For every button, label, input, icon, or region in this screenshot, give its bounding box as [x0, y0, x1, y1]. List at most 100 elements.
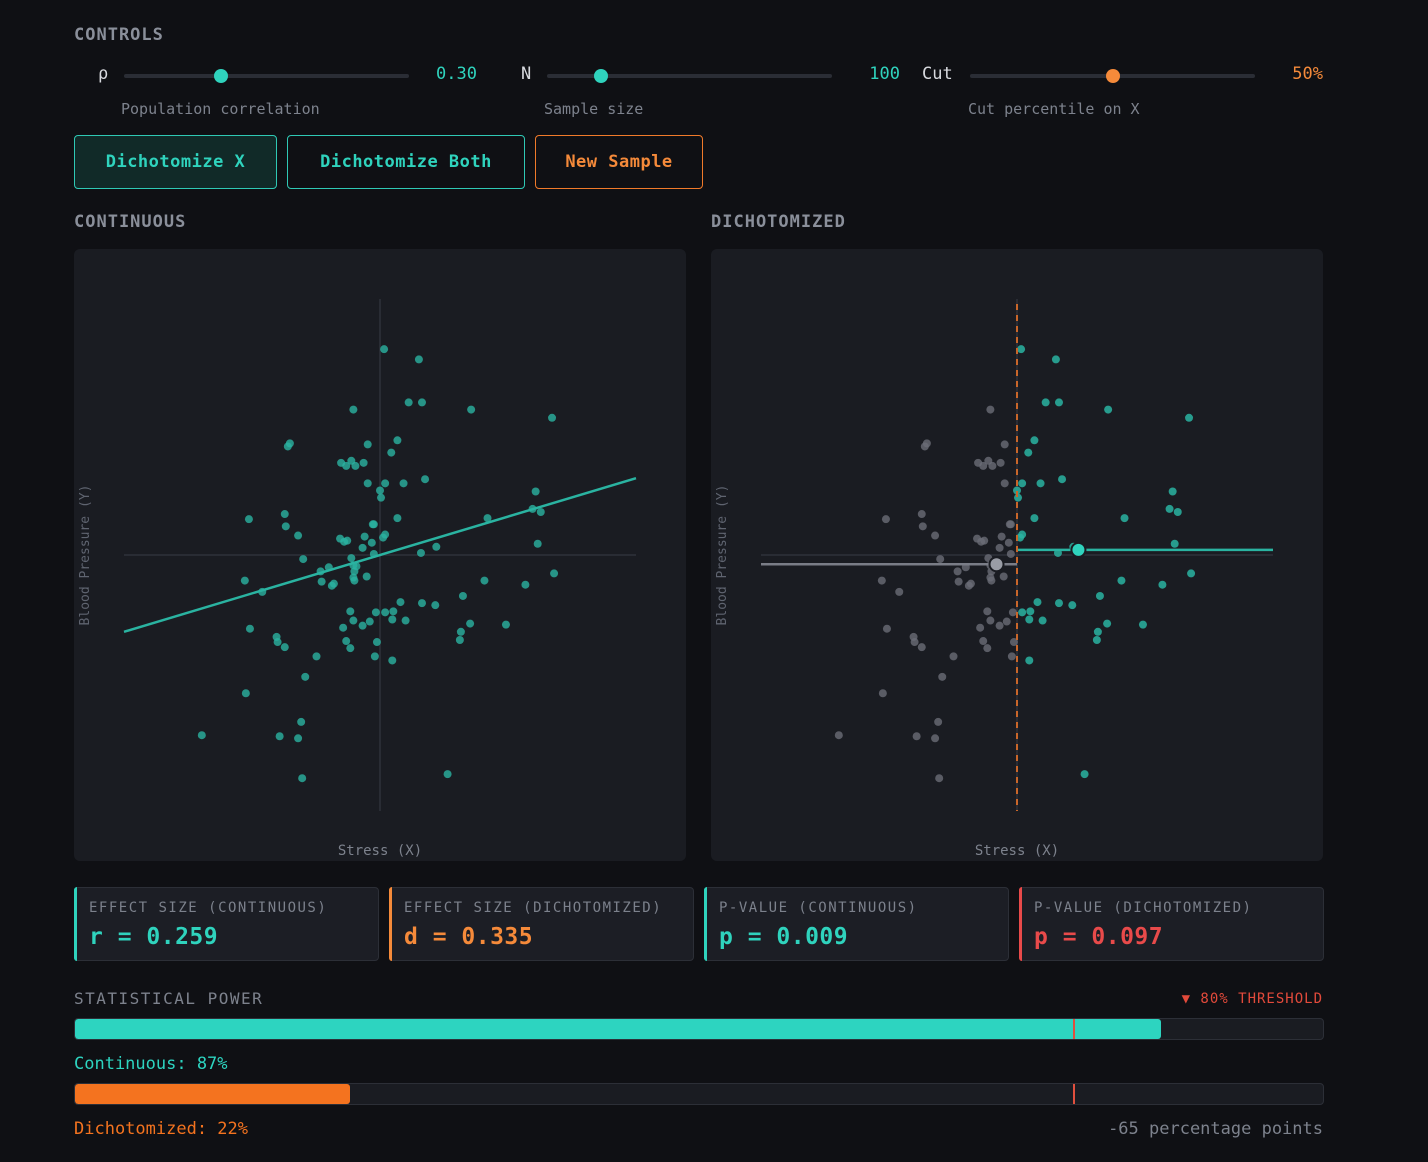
high-group-point [1117, 576, 1126, 585]
low-group-point [882, 624, 891, 633]
low-group-point [983, 644, 992, 653]
high-group-point [1080, 770, 1089, 779]
data-point [273, 638, 282, 647]
rho-slider-thumb[interactable] [213, 69, 228, 83]
card-accent [389, 887, 392, 961]
cut-slider-track[interactable] [970, 69, 1255, 83]
high-group-point [1038, 616, 1047, 625]
card-accent [1019, 887, 1022, 961]
data-point [358, 621, 367, 630]
cut-label: Cut [922, 64, 953, 84]
dichotomize-x-button[interactable]: Dichotomize X [74, 135, 277, 189]
data-point [467, 405, 476, 414]
data-point [350, 576, 359, 585]
data-point [349, 616, 358, 625]
low-group-point [996, 458, 1005, 467]
data-point [533, 539, 542, 548]
low-group-point [922, 439, 931, 448]
high-group-point [1187, 569, 1196, 578]
data-point [245, 624, 254, 633]
low-group-point [988, 461, 997, 470]
high-group-point [1104, 405, 1113, 414]
new-sample-button[interactable]: New Sample [535, 135, 703, 189]
data-point [197, 731, 206, 740]
data-point [350, 567, 359, 576]
low-group-mean-point [988, 556, 1005, 573]
low-group-point [934, 717, 943, 726]
data-point [377, 493, 386, 502]
data-point [280, 643, 289, 652]
rho-description: Population correlation [121, 100, 320, 118]
card-value: r = 0.259 [89, 924, 219, 950]
data-point [393, 436, 402, 445]
data-point [480, 576, 489, 585]
data-point [346, 607, 355, 616]
high-group-point [1036, 479, 1045, 488]
rho-label: ρ [98, 64, 109, 84]
data-point [360, 532, 369, 541]
data-point [297, 717, 306, 726]
data-point [367, 538, 376, 547]
cut-slider-thumb[interactable] [1105, 69, 1120, 83]
data-point [280, 510, 289, 519]
data-point [401, 616, 410, 625]
y-axis-label: Blood Pressure (Y) [715, 485, 730, 626]
x-axis-label: Stress (X) [975, 843, 1059, 859]
high-group-point [1054, 398, 1063, 407]
data-point [388, 656, 397, 665]
low-group-point [979, 637, 988, 646]
low-group-point [1007, 652, 1016, 661]
effect-size-continuous-card: EFFECT SIZE (CONTINUOUS) r = 0.259 [74, 887, 379, 961]
dichotomized-scatter-plot: Stress (X) Blood Pressure (Y) [715, 299, 1273, 859]
data-point [466, 619, 475, 628]
low-group-point [997, 532, 1006, 541]
low-group-point [1002, 617, 1011, 626]
card-value: p = 0.009 [719, 924, 849, 950]
rho-slider-track[interactable] [124, 69, 409, 83]
high-group-point [1030, 514, 1039, 523]
cut-description: Cut percentile on X [968, 100, 1140, 118]
continuous-power-bar [74, 1018, 1324, 1040]
low-group-point [1006, 549, 1015, 558]
high-group-point [1168, 487, 1177, 496]
low-group-point [949, 652, 958, 661]
data-point [387, 448, 396, 457]
data-point [342, 637, 351, 646]
low-group-point [1009, 638, 1018, 647]
data-point [317, 577, 326, 586]
low-group-point [936, 555, 945, 564]
n-slider-track[interactable] [547, 69, 832, 83]
low-group-point [931, 531, 940, 540]
high-group-point [1033, 598, 1042, 607]
data-point [404, 398, 413, 407]
power-title: STATISTICAL POWER [74, 989, 264, 1008]
data-point [371, 608, 380, 617]
high-group-point [1024, 448, 1033, 457]
low-group-point [938, 672, 947, 681]
dichotomized-power-fill [75, 1084, 350, 1104]
continuous-scatter-panel: Stress (X) Blood Pressure (Y) [74, 249, 686, 861]
low-group-point [999, 572, 1008, 581]
data-point [548, 413, 557, 422]
high-group-point [1051, 355, 1060, 364]
data-point [399, 479, 408, 488]
n-slider-thumb[interactable] [594, 69, 609, 83]
high-group-point [1173, 507, 1182, 516]
low-group-point [1000, 440, 1009, 449]
data-point [365, 617, 374, 626]
data-point [416, 548, 425, 557]
dichotomized-power-label: Dichotomized: 22% [74, 1119, 248, 1139]
data-point [294, 531, 303, 540]
data-point [376, 486, 384, 495]
low-group-point [1006, 520, 1015, 529]
data-point [358, 543, 367, 552]
card-value: p = 0.097 [1034, 924, 1164, 950]
data-point [241, 689, 250, 698]
dichotomize-both-button[interactable]: Dichotomize Both [287, 135, 525, 189]
high-group-point [1092, 635, 1101, 644]
high-group-point [1058, 475, 1067, 484]
data-point [417, 599, 426, 608]
low-group-point [881, 515, 890, 524]
card-title: P-VALUE (CONTINUOUS) [719, 900, 918, 916]
data-point [299, 555, 308, 564]
